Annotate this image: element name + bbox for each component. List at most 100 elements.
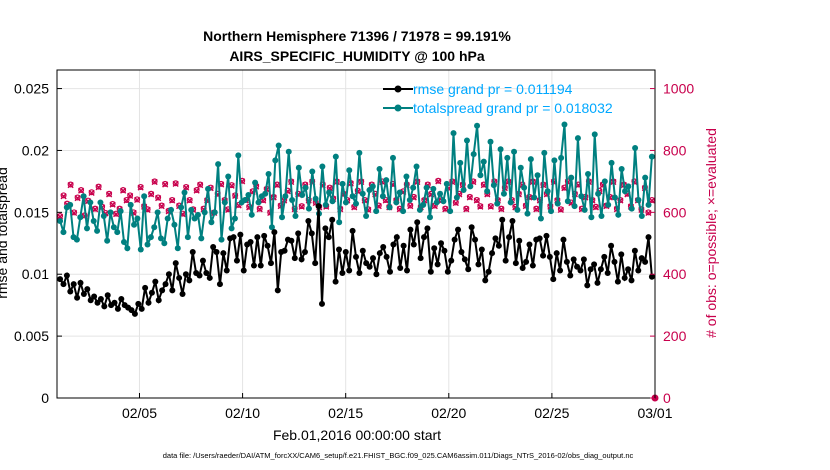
rmse-point xyxy=(594,279,601,286)
totalspread-point xyxy=(346,167,353,174)
totalspread-point xyxy=(245,192,252,199)
obs-evaluated-point xyxy=(56,213,64,220)
x-tick-label: 02/10 xyxy=(225,405,260,421)
totalspread-point xyxy=(416,206,423,213)
rmse-point xyxy=(230,234,237,241)
rmse-point xyxy=(152,278,159,285)
rmse-point xyxy=(346,267,353,274)
rmse-point xyxy=(608,242,615,249)
rmse-point xyxy=(104,292,111,299)
x-tick-label: 03/01 xyxy=(637,405,672,421)
totalspread-point xyxy=(255,199,262,206)
totalspread-point xyxy=(527,156,534,163)
legend: rmse grand pr = 0.011194 totalspread gra… xyxy=(383,81,613,116)
totalspread-point xyxy=(376,166,383,173)
rmse-point xyxy=(155,297,162,304)
totalspread-point xyxy=(339,180,346,187)
rmse-point xyxy=(410,241,417,248)
totalspread-point xyxy=(585,170,592,177)
rmse-point xyxy=(67,288,74,295)
rmse-point xyxy=(70,281,77,288)
obs-evaluated-point xyxy=(155,195,162,202)
obs-evaluated-point xyxy=(533,206,540,213)
rmse-point xyxy=(257,262,264,269)
rmse-point xyxy=(233,257,240,264)
rmse-point xyxy=(301,248,308,255)
rmse-point xyxy=(138,305,145,312)
totalspread-point xyxy=(218,236,225,243)
obs-evaluated-point xyxy=(74,195,81,202)
rmse-point xyxy=(601,253,608,260)
totalspread-point xyxy=(420,201,427,208)
obs-possible-point xyxy=(78,187,85,194)
rmse-point xyxy=(380,243,387,250)
rmse-point xyxy=(318,300,325,307)
obs-evaluated-point xyxy=(561,185,568,192)
rmse-point xyxy=(631,247,638,254)
totalspread-point xyxy=(353,200,359,207)
rmse-point xyxy=(315,203,322,210)
rmse-point xyxy=(472,236,479,243)
rmse-point xyxy=(322,225,329,232)
rmse-point xyxy=(295,230,302,237)
rmse-point xyxy=(250,262,257,269)
rmse-point xyxy=(84,286,91,293)
rmse-point xyxy=(550,276,557,283)
totalspread-point xyxy=(568,174,575,181)
totalspread-point xyxy=(632,144,639,151)
rmse-point xyxy=(356,269,363,276)
totalspread-point xyxy=(551,157,558,164)
rmse-point xyxy=(546,253,553,260)
totalspread-point xyxy=(447,208,454,215)
obs-evaluated-point xyxy=(407,203,414,210)
totalspread-point xyxy=(279,214,286,221)
totalspread-point xyxy=(363,213,370,220)
rmse-point xyxy=(448,257,455,264)
totalspread-point xyxy=(440,198,447,205)
totalspread-point xyxy=(537,215,544,222)
rmse-point xyxy=(60,281,67,288)
totalspread-point xyxy=(228,225,235,232)
legend-label-rmse: rmse grand pr = 0.011194 xyxy=(413,81,573,97)
totalspread-point xyxy=(312,195,319,202)
rmse-point xyxy=(349,227,356,234)
totalspread-point xyxy=(467,183,474,190)
y-tick-label: 0 xyxy=(41,390,49,406)
totalspread-point xyxy=(174,245,181,252)
totalspread-point xyxy=(211,209,218,216)
rmse-point xyxy=(387,268,394,275)
rmse-point xyxy=(376,250,383,257)
totalspread-point xyxy=(487,138,494,145)
totalspread-point xyxy=(625,183,632,190)
totalspread-point xyxy=(117,208,124,215)
obs-possible-point xyxy=(120,187,127,194)
rmse-point xyxy=(383,253,390,260)
rmse-point xyxy=(366,263,373,270)
rmse-point xyxy=(271,229,278,236)
totalspread-point xyxy=(205,185,212,192)
rmse-point xyxy=(298,256,305,263)
totalspread-point xyxy=(591,131,598,138)
obs-evaluated-point xyxy=(162,181,169,188)
totalspread-point xyxy=(164,215,171,222)
rmse-point xyxy=(342,248,349,255)
rmse-point xyxy=(135,300,142,307)
totalspread-point xyxy=(615,211,622,218)
rmse-point xyxy=(529,262,536,269)
totalspread-point xyxy=(157,235,164,242)
totalspread-point xyxy=(517,164,524,171)
obs-evaluated-point xyxy=(134,196,141,204)
totalspread-point xyxy=(336,219,343,226)
totalspread-point xyxy=(484,188,491,195)
y-tick-label: 0.01 xyxy=(22,266,49,282)
rmse-point xyxy=(332,278,339,285)
totalspread-point xyxy=(198,235,205,242)
totalspread-point xyxy=(558,154,565,161)
totalspread-point xyxy=(83,225,90,232)
totalspread-point xyxy=(326,189,333,196)
rmse-point xyxy=(540,252,547,259)
totalspread-point xyxy=(104,237,111,244)
rmse-point xyxy=(325,234,332,241)
obs-possible-point xyxy=(92,205,99,212)
rmse-point xyxy=(431,245,438,252)
